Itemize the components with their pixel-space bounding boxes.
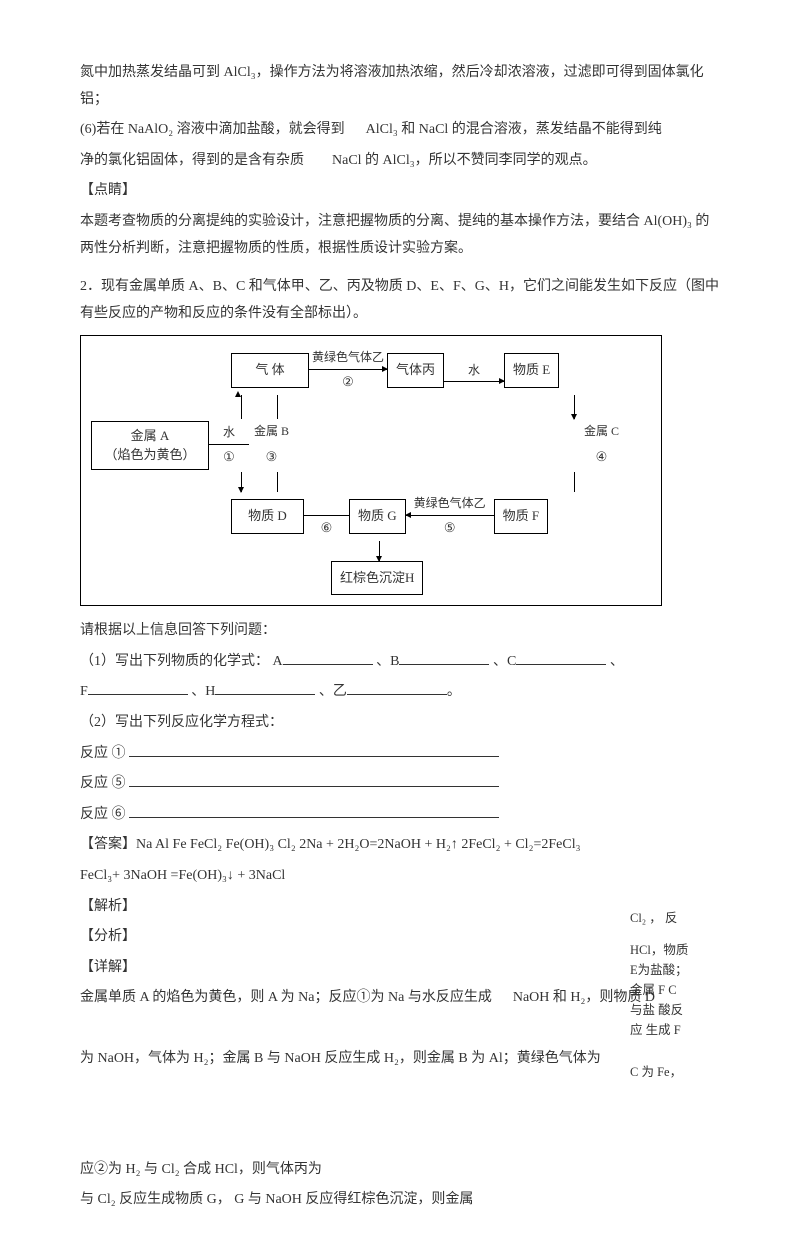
r5: 反应 ⑤ (80, 776, 126, 791)
r5-line: 反应 ⑤ (80, 771, 720, 798)
lbl-c6: ⑥ (321, 516, 333, 541)
blank-r1[interactable] (129, 742, 499, 757)
expl1a: 金属单质 A 的焰色为黄色，则 A 为 Na；反应①为 Na 与水反应生成 (80, 990, 492, 1005)
q1-label: （1）写出下列物质的化学式： A (80, 654, 283, 669)
expl1: 金属单质 A 的焰色为黄色，则 A 为 Na；反应①为 Na 与水反应生成 Na… (80, 985, 720, 1012)
jiexi: 【解析】 (80, 894, 720, 921)
box-wuzhi-d: 物质 D (231, 499, 304, 534)
reaction-diagram: 气 体 黄绿色气体乙 ② 气体丙 水 物质 E 金属 A （焰色为黄色） (80, 335, 662, 606)
intro-p2: (6)若在 NaAlO₂ 溶液中滴加盐酸，就会得到 AlCl₃ 和 NaCl 的… (80, 117, 720, 144)
lbl-z: 、乙 (319, 684, 347, 699)
lbl-f: F (80, 684, 88, 699)
after-diagram: 请根据以上信息回答下列问题： (80, 618, 720, 645)
q2-label: （2）写出下列反应化学方程式： (80, 710, 720, 737)
q2-stem: 2．现有金属单质 A、B、C 和气体甲、乙、丙及物质 D、E、F、G、H，它们之… (80, 274, 720, 327)
blank-r5[interactable] (129, 772, 499, 787)
lbl-metal-b: 金属 B (254, 424, 289, 438)
box-wuzhi-f: 物质 F (494, 499, 548, 534)
answer-line2: FeCl₃+ 3NaOH =Fe(OH)₃↓ + 3NaCl (80, 863, 720, 890)
fenxi: 【分析】 (80, 924, 720, 951)
box-wuzhi-g: 物质 G (349, 499, 406, 534)
r1: 反应 ① (80, 746, 126, 761)
lbl-c4: ④ (596, 449, 608, 464)
lbl-yellow-gas-2: 黄绿色气体乙 (414, 492, 486, 515)
box-gas: 气 体 (231, 353, 309, 388)
p3a: 净的氯化铝固体，得到的是含有杂质 (80, 153, 304, 168)
xiangjie: 【详解】 (80, 955, 720, 982)
expl2: 为 NaOH，气体为 H₂；金属 B 与 NaOH 反应生成 H₂，则金属 B … (80, 1046, 720, 1073)
metal-a-l2: （焰色为黄色） (100, 445, 200, 465)
lbl-h: 、H (191, 684, 215, 699)
lbl-c3: ③ (266, 449, 278, 464)
blank-r6[interactable] (129, 803, 499, 818)
intro-p4: 本题考查物质的分离提纯的实验设计，注意把握物质的分离、提纯的基本操作方法，要结合… (80, 209, 720, 262)
box-wuzhi-e: 物质 E (504, 353, 559, 388)
sep-end: 、 (610, 654, 624, 669)
intro-p3: 净的氯化铝固体，得到的是含有杂质 NaCl 的 AlCl₃，所以不赞同李同学的观… (80, 148, 720, 175)
blank-a[interactable] (283, 650, 373, 665)
intro-p1: 氮中加热蒸发结晶可到 AlCl₃，操作方法为将溶液加热浓缩，然后冷却浓溶液，过滤… (80, 60, 720, 113)
lbl-water: 水 (223, 421, 235, 444)
r6: 反应 ⑥ (80, 807, 126, 822)
dianjing-heading: 【点睛】 (80, 178, 720, 205)
side-text-2: HCl，物质 E为盐酸；金属 F C 与盐 酸反应 生成 F (630, 940, 690, 1040)
blank-h[interactable] (215, 680, 315, 695)
lbl-yellow-gas: 黄绿色气体乙 (312, 346, 384, 369)
ans-label: 【答案】 (80, 837, 136, 852)
ans-text: Na Al Fe FeCl₂ Fe(OH)₃ Cl₂ 2Na + 2H₂O=2N… (136, 837, 580, 852)
expl4: 与 Cl₂ 反应生成物质 G， G 与 NaOH 反应得红棕色沉淀，则金属 (80, 1187, 720, 1214)
box-red-brown: 红棕色沉淀H (331, 561, 423, 596)
blank-b[interactable] (399, 650, 489, 665)
blank-f[interactable] (88, 680, 188, 695)
lbl-metal-c: 金属 C (584, 424, 619, 438)
blank-z[interactable] (347, 680, 447, 695)
sep-c: 、C (493, 654, 516, 669)
box-gas-bing: 气体丙 (387, 353, 444, 388)
lbl-c5: ⑤ (444, 516, 456, 541)
side-text-1: Cl₂ ， 反 (630, 908, 690, 928)
side-text-3: C 为 Fe， (630, 1062, 690, 1082)
metal-a-l1: 金属 A (100, 426, 200, 446)
lbl-water-2: 水 (468, 359, 480, 382)
q1-line: （1）写出下列物质的化学式： A 、B 、C 、 (80, 649, 720, 676)
q1-line2: F 、H 、乙。 (80, 679, 720, 706)
p2a: (6)若在 NaAlO₂ 溶液中滴加盐酸，就会得到 (80, 122, 345, 137)
r6-line: 反应 ⑥ (80, 802, 720, 829)
p2b: AlCl₃ 和 NaCl 的混合溶液，蒸发结晶不能得到纯 (366, 122, 662, 137)
p3b: NaCl 的 AlCl₃，所以不赞同李同学的观点。 (332, 153, 597, 168)
answer-line: 【答案】Na Al Fe FeCl₂ Fe(OH)₃ Cl₂ 2Na + 2H₂… (80, 832, 720, 859)
r1-line: 反应 ① (80, 741, 720, 768)
expl3: 应②为 H₂ 与 Cl₂ 合成 HCl，则气体丙为 (80, 1157, 720, 1184)
blank-c[interactable] (516, 650, 606, 665)
box-metal-a: 金属 A （焰色为黄色） (91, 421, 209, 470)
sep-b: 、B (376, 654, 399, 669)
lbl-c1: ① (223, 445, 235, 470)
lbl-c2: ② (342, 370, 354, 395)
